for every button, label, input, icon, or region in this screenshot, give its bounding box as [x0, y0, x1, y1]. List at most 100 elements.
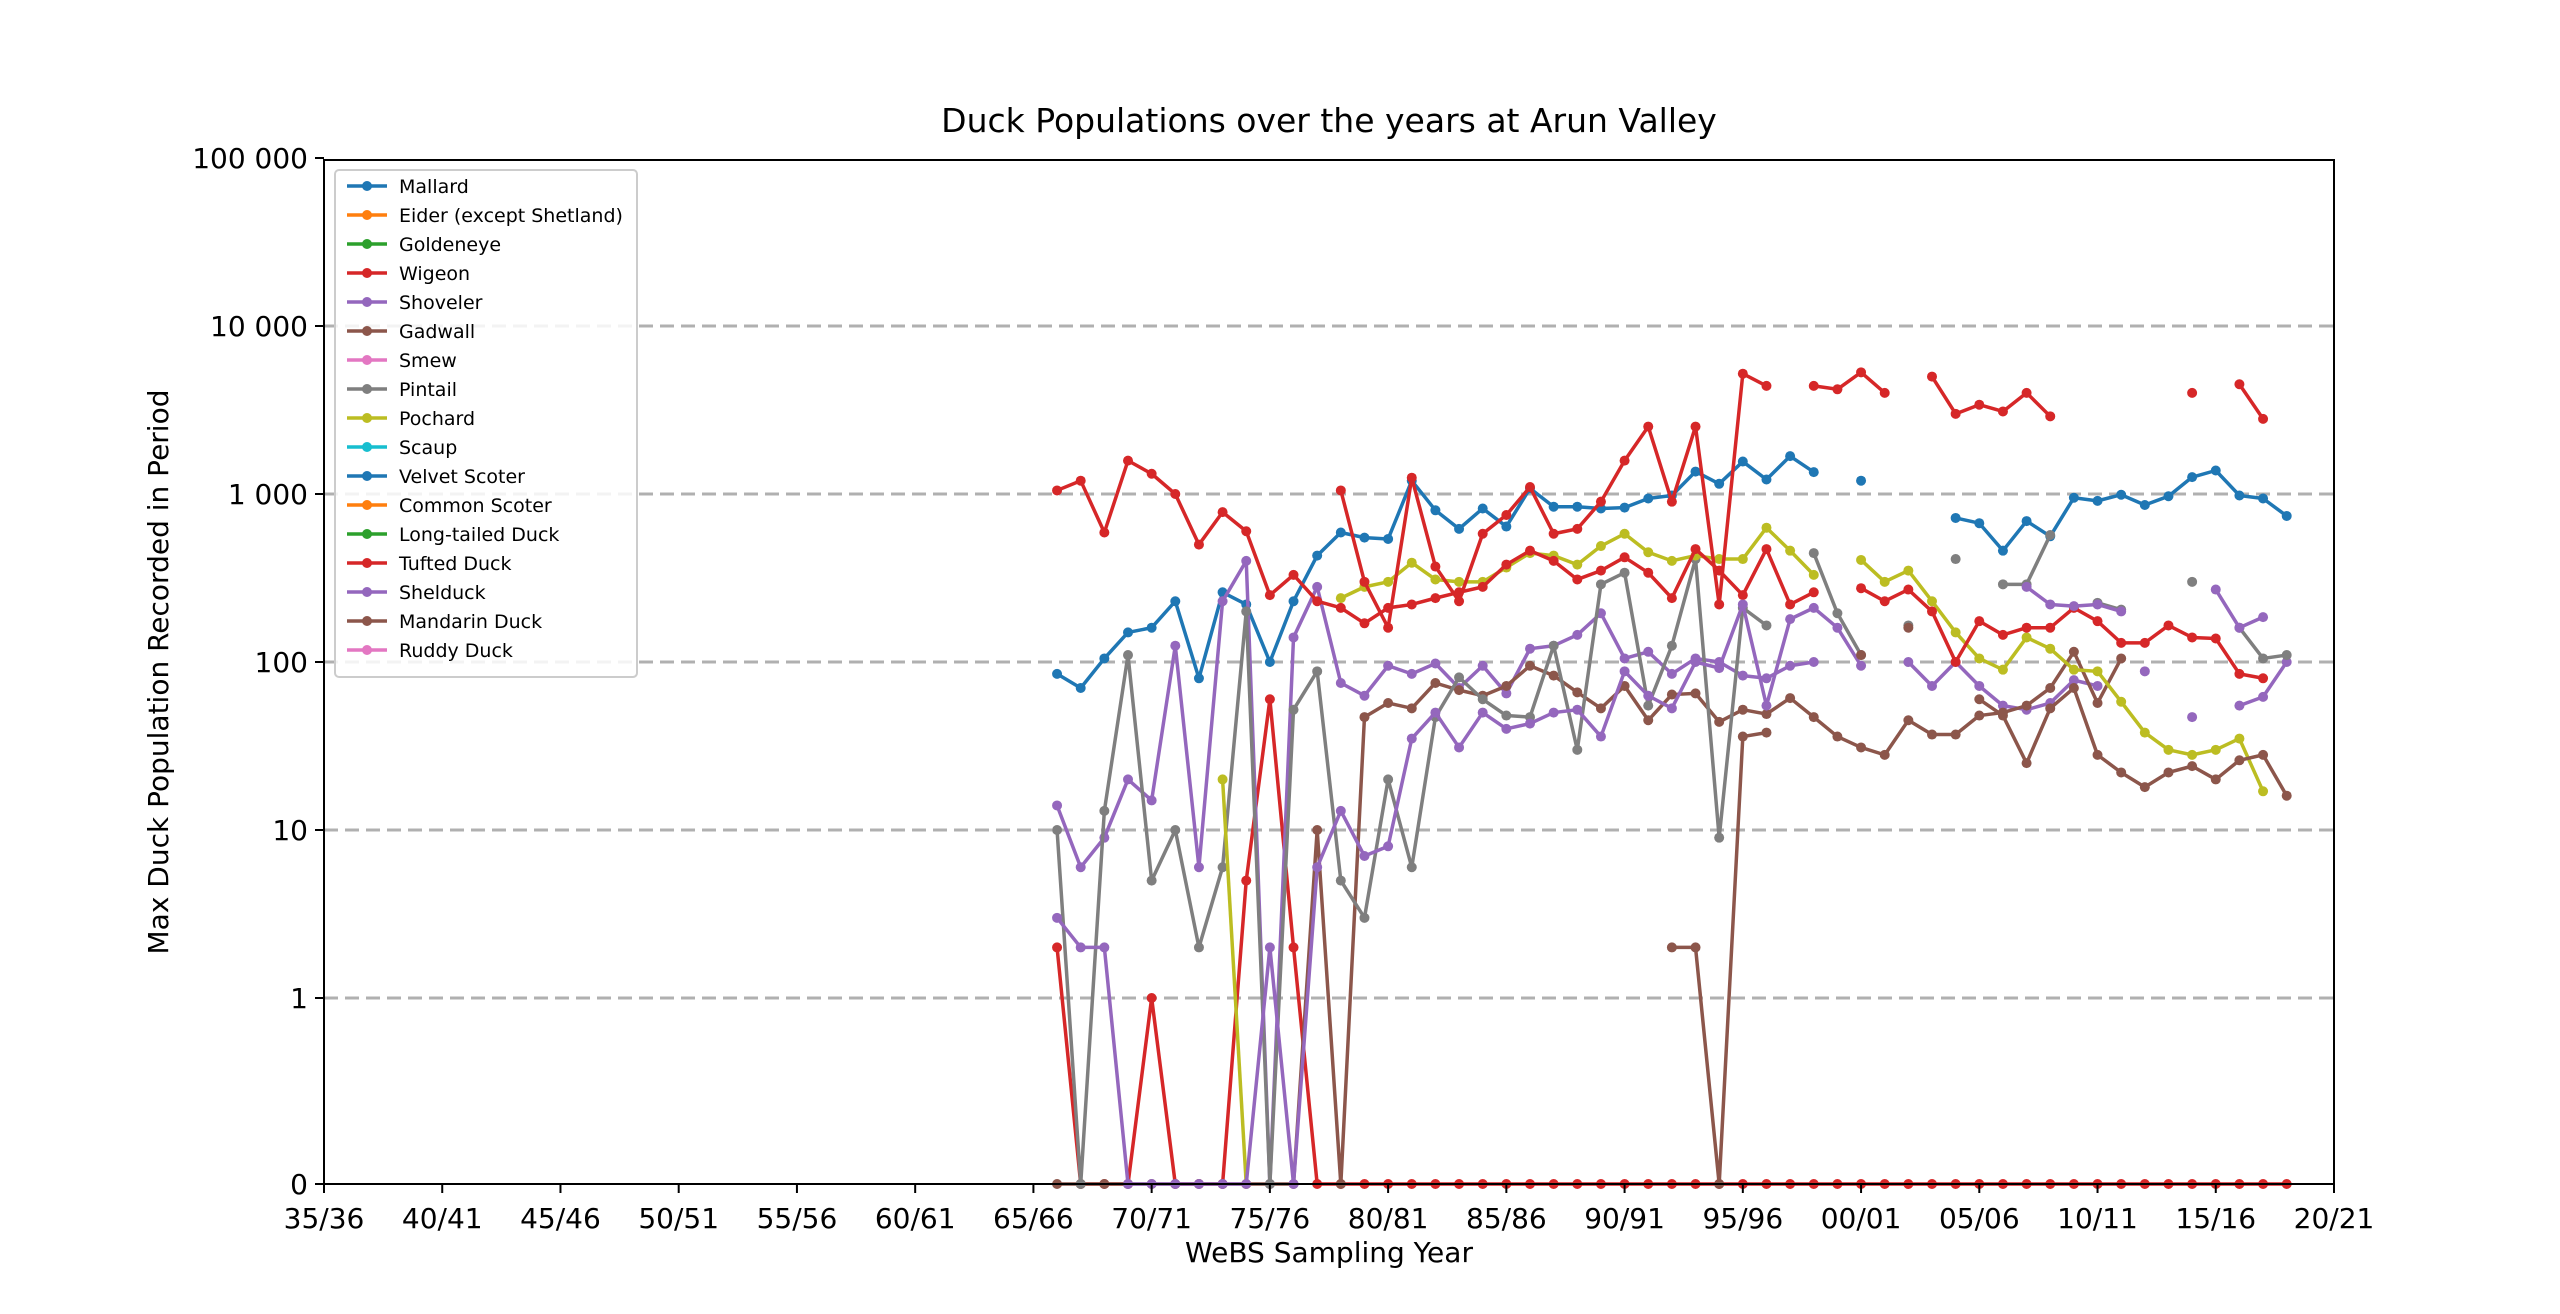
data-point: [1477, 581, 1488, 592]
data-point: [1075, 475, 1086, 486]
data-point: [1903, 715, 1914, 726]
data-point: [1099, 653, 1110, 664]
data-point: [1879, 387, 1890, 398]
data-point: [2163, 491, 2174, 502]
data-point: [1335, 677, 1346, 688]
data-point: [1052, 485, 1063, 496]
data-point: [1406, 862, 1417, 873]
data-point: [1927, 371, 1937, 382]
data-point: [1808, 712, 1819, 723]
data-point: [1666, 942, 1677, 953]
series-line: [1860, 586, 2264, 681]
data-point: [1879, 596, 1890, 607]
data-point: [2187, 712, 2198, 723]
data-point: [2116, 767, 2127, 778]
data-point: [1974, 694, 1985, 705]
data-point: [1217, 507, 1228, 518]
y-tick-label: 100 000: [192, 142, 308, 175]
data-point: [2092, 749, 2103, 760]
data-point: [1714, 554, 1725, 565]
data-point: [2021, 700, 2032, 711]
legend-swatch-marker: [362, 239, 372, 249]
data-point: [1454, 672, 1465, 683]
data-point: [1997, 700, 2008, 711]
legend-entry-label: Mandarin Duck: [399, 611, 542, 633]
data-point: [1643, 567, 1654, 578]
data-point: [1335, 805, 1346, 816]
data-point: [1052, 668, 1063, 679]
y-tick-label: 10 000: [210, 310, 308, 343]
series-wigeon: [1052, 694, 2292, 1189]
data-point: [2116, 637, 2127, 648]
data-point: [1572, 559, 1583, 570]
data-point: [1737, 456, 1748, 467]
data-point: [1241, 555, 1252, 566]
data-point: [2139, 727, 2150, 738]
data-point: [2210, 744, 2221, 755]
data-point: [1075, 683, 1086, 694]
data-point: [2234, 379, 2245, 390]
data-point: [1595, 731, 1606, 742]
data-point: [1879, 749, 1890, 760]
data-point: [1146, 622, 1157, 633]
data-point: [2068, 601, 2079, 612]
data-point: [1997, 710, 2008, 721]
data-point: [1264, 694, 1275, 705]
data-point: [1501, 688, 1512, 699]
data-point: [1477, 503, 1488, 514]
chart-title: Duck Populations over the years at Arun …: [941, 101, 1717, 140]
data-point: [1193, 673, 1204, 684]
x-tick-label: 50/51: [638, 1202, 719, 1235]
data-point: [2187, 632, 2198, 643]
data-point: [1312, 666, 1323, 677]
data-point: [2068, 646, 2079, 657]
data-point: [1927, 729, 1937, 740]
legend-box: [334, 169, 638, 678]
data-point: [1808, 587, 1819, 598]
y-tick-label: 1: [290, 982, 308, 1015]
y-tick-label: 0: [290, 1168, 308, 1201]
legend-entry-label: Velvet Scoter: [399, 466, 525, 488]
data-point: [1737, 731, 1748, 742]
data-point: [1808, 548, 1819, 559]
x-tick-label: 70/71: [1111, 1202, 1192, 1235]
data-point: [1288, 704, 1299, 715]
data-point: [2045, 622, 2056, 633]
data-point: [1903, 565, 1914, 576]
data-point: [1052, 825, 1063, 835]
data-point: [2234, 755, 2245, 766]
data-point: [1643, 493, 1654, 504]
data-point: [1264, 942, 1275, 953]
legend-entry-label: Shoveler: [399, 292, 483, 314]
data-point: [1548, 670, 1559, 681]
data-point: [1785, 660, 1796, 671]
x-tick-label: 05/06: [1939, 1202, 2020, 1235]
data-point: [2187, 387, 2198, 398]
data-point: [1548, 707, 1559, 718]
legend-swatch-marker: [362, 558, 372, 568]
legend-swatch-marker: [362, 384, 372, 394]
legend-entry-label: Smew: [399, 350, 457, 372]
data-point: [2045, 411, 2056, 422]
data-point: [1430, 574, 1441, 585]
data-point: [1832, 384, 1843, 395]
data-point: [1572, 523, 1583, 534]
data-point: [1997, 545, 2008, 556]
data-point: [2021, 516, 2032, 527]
data-point: [1383, 698, 1394, 709]
data-point: [1714, 832, 1725, 843]
data-point: [1572, 574, 1583, 585]
x-tick-label: 40/41: [402, 1202, 483, 1235]
data-point: [1406, 733, 1417, 744]
data-point: [1359, 912, 1370, 923]
x-tick-label: 15/16: [2175, 1202, 2256, 1235]
data-point: [1927, 606, 1937, 617]
series-shelduck: [1052, 581, 2269, 1189]
data-point: [1075, 942, 1086, 953]
data-point: [1548, 501, 1559, 512]
data-point: [2210, 584, 2221, 595]
data-point: [1241, 875, 1252, 886]
series-line: [1978, 686, 2289, 797]
data-point: [1548, 640, 1559, 651]
